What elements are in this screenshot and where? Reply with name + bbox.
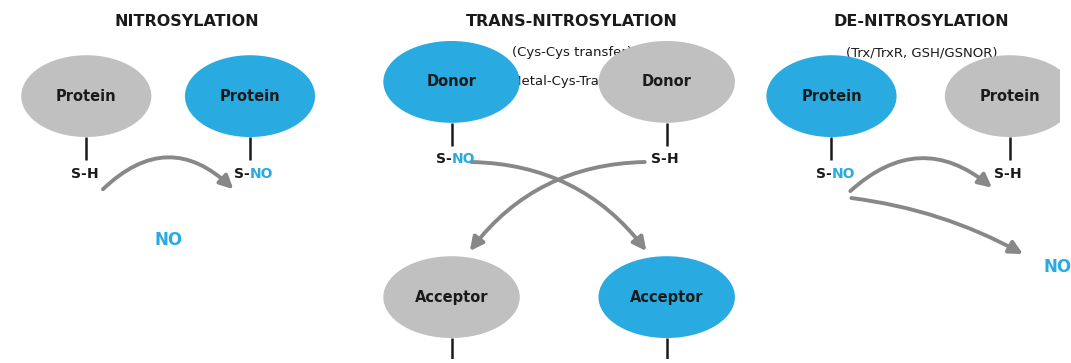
Ellipse shape: [21, 55, 151, 137]
Text: Donor: Donor: [426, 74, 477, 89]
Text: (Cys-Cys transfer): (Cys-Cys transfer): [512, 46, 632, 59]
Text: S-: S-: [816, 167, 831, 181]
Text: NO: NO: [250, 167, 273, 181]
Text: Protein: Protein: [220, 89, 281, 103]
Text: Protein: Protein: [801, 89, 862, 103]
FancyArrowPatch shape: [103, 157, 230, 189]
Text: Protein: Protein: [56, 89, 117, 103]
Text: Acceptor: Acceptor: [414, 290, 488, 305]
Text: S-: S-: [71, 167, 87, 181]
FancyArrowPatch shape: [471, 162, 644, 248]
Ellipse shape: [767, 55, 896, 137]
Text: H: H: [1010, 167, 1022, 181]
Text: NO: NO: [1043, 258, 1071, 276]
Text: DE-NITROSYLATION: DE-NITROSYLATION: [834, 14, 1010, 29]
Text: Donor: Donor: [642, 74, 692, 89]
Text: (Metal-Cys-Transfer): (Metal-Cys-Transfer): [506, 75, 638, 88]
Text: NO: NO: [831, 167, 855, 181]
Ellipse shape: [599, 41, 735, 123]
Text: NO: NO: [452, 152, 476, 167]
Text: H: H: [666, 152, 678, 167]
Text: S-: S-: [436, 152, 452, 167]
Ellipse shape: [599, 256, 735, 338]
Ellipse shape: [185, 55, 315, 137]
Ellipse shape: [383, 41, 519, 123]
Text: Acceptor: Acceptor: [630, 290, 704, 305]
Text: NO: NO: [154, 231, 182, 249]
FancyArrowPatch shape: [850, 158, 989, 191]
Text: H: H: [87, 167, 97, 181]
Text: NITROSYLATION: NITROSYLATION: [115, 14, 259, 29]
FancyArrowPatch shape: [472, 162, 645, 248]
Text: (Trx/TrxR, GSH/GSNOR): (Trx/TrxR, GSH/GSNOR): [846, 46, 997, 59]
Text: S-: S-: [235, 167, 250, 181]
Ellipse shape: [945, 55, 1071, 137]
Text: TRANS-NITROSYLATION: TRANS-NITROSYLATION: [466, 14, 678, 29]
Text: S-: S-: [651, 152, 666, 167]
Text: S-: S-: [994, 167, 1010, 181]
Ellipse shape: [383, 256, 519, 338]
Text: Protein: Protein: [980, 89, 1040, 103]
FancyArrowPatch shape: [851, 198, 1020, 252]
